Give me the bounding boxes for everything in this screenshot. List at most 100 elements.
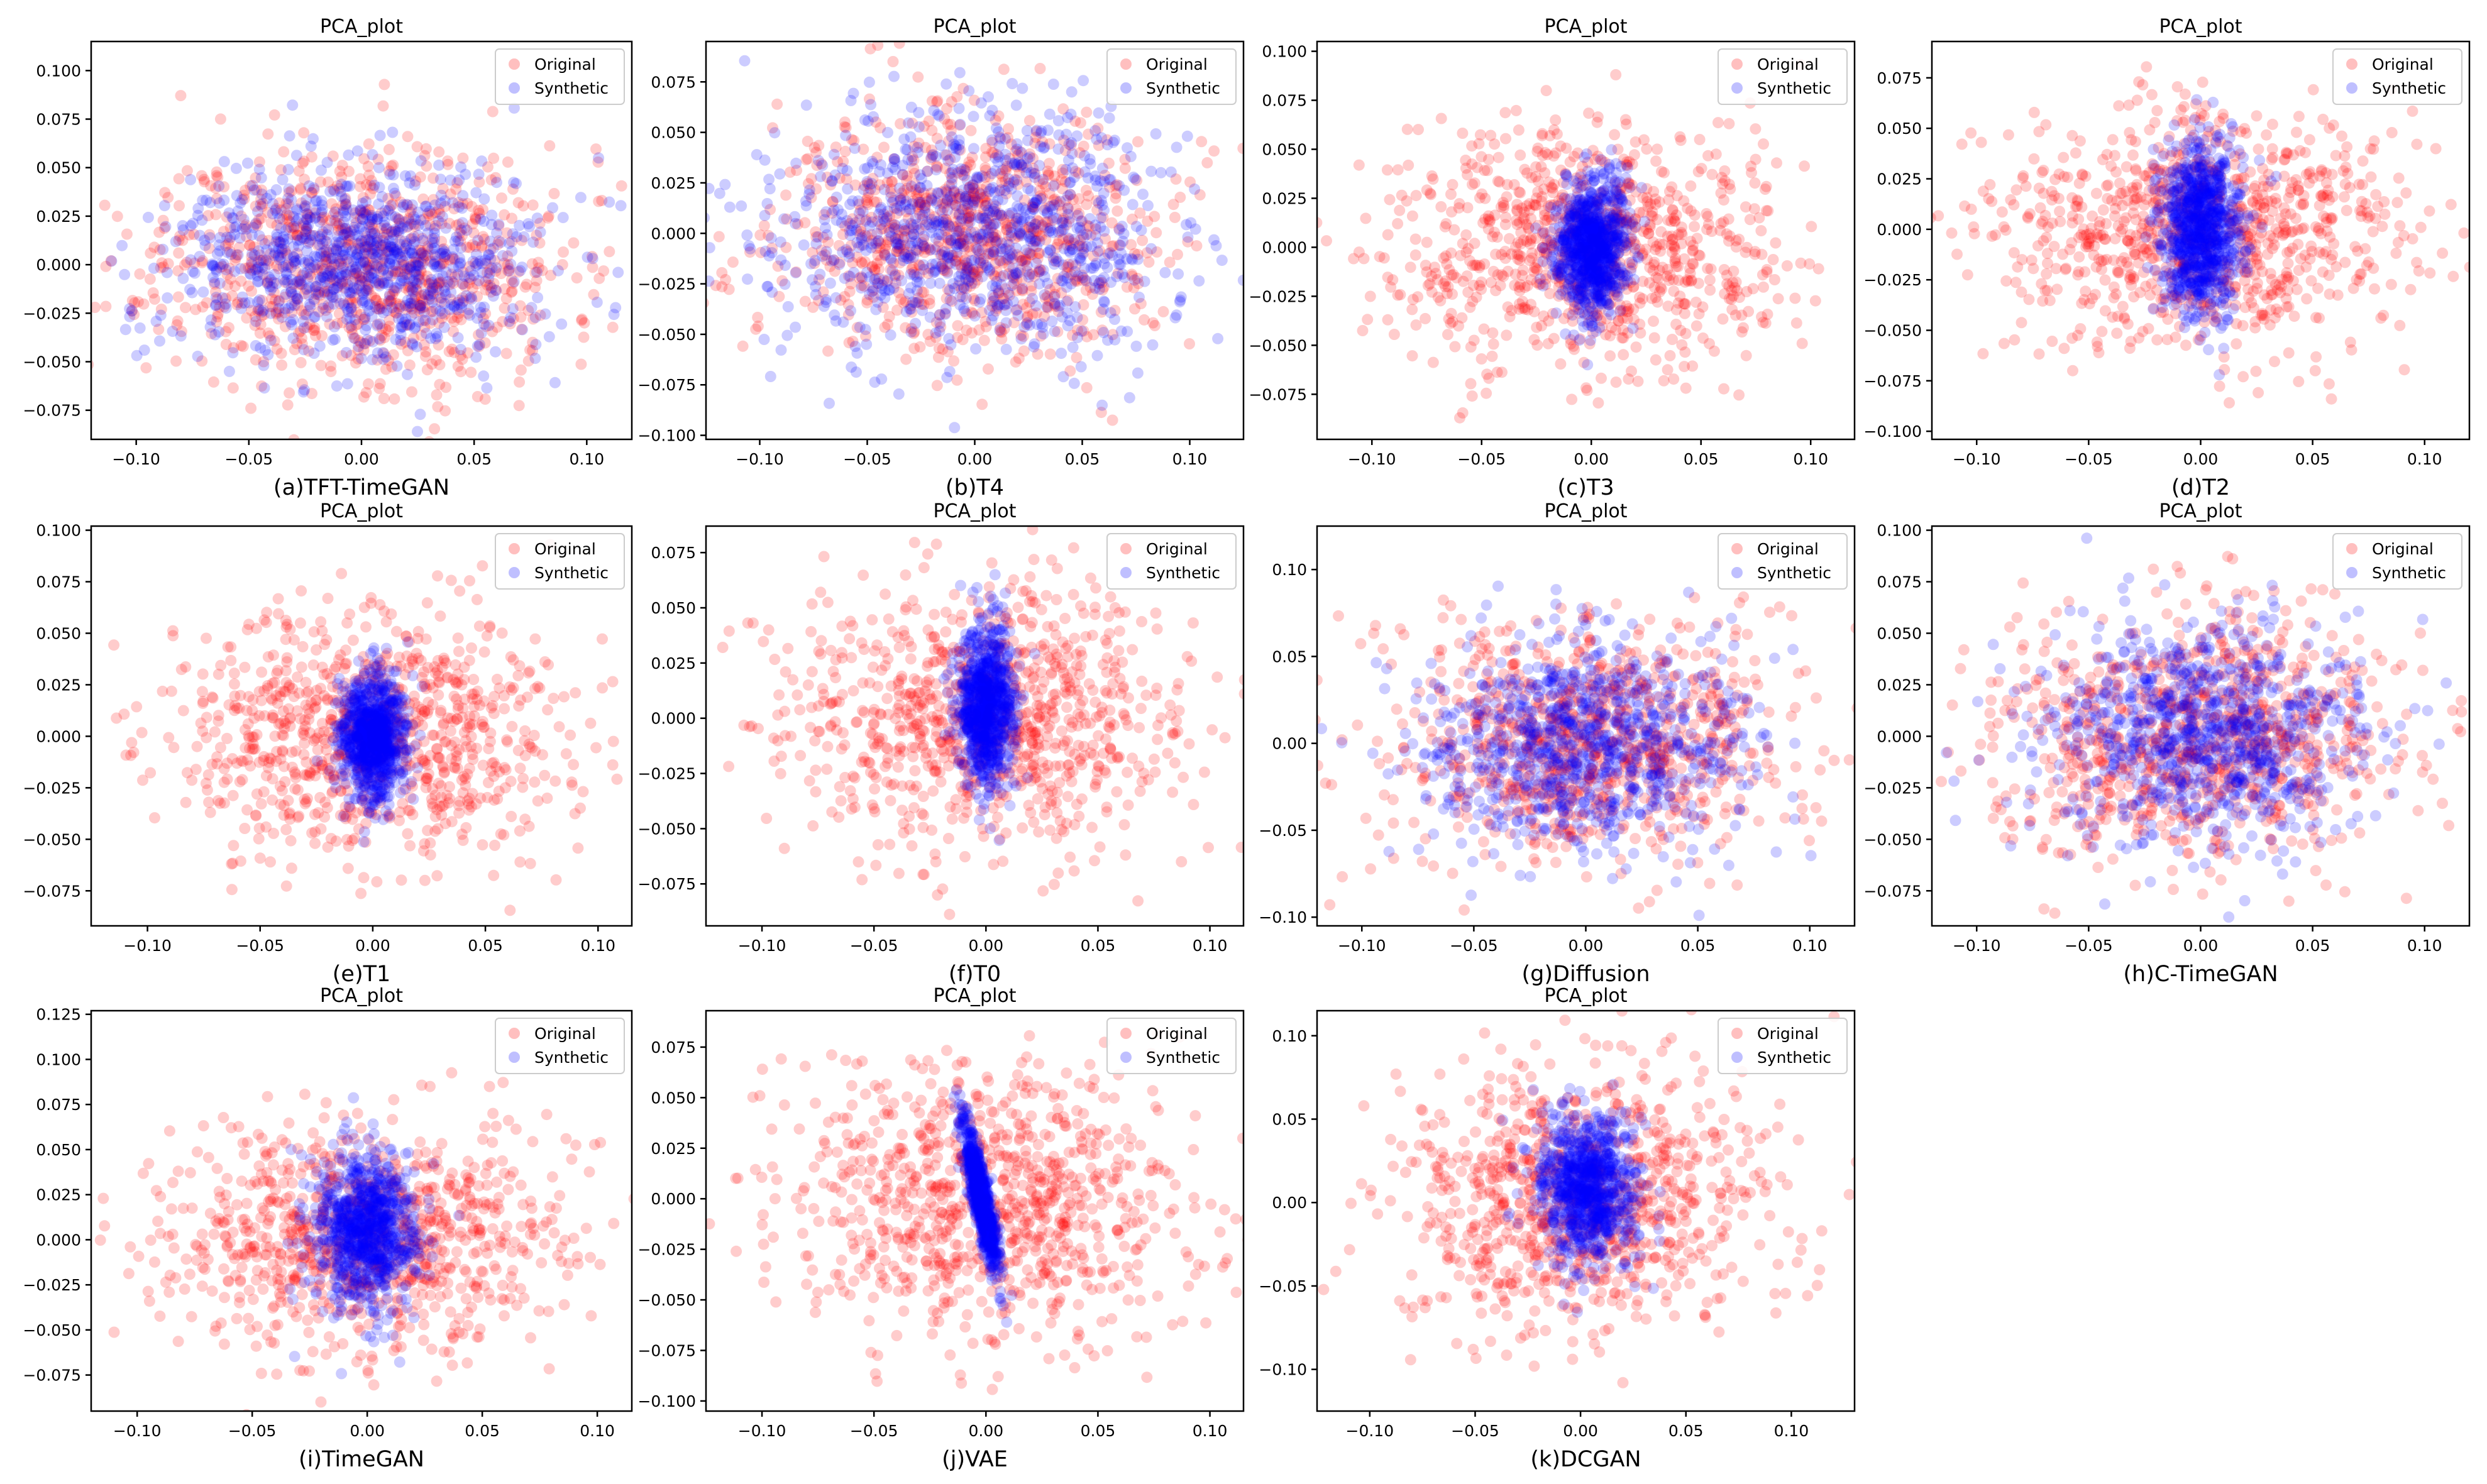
point-original bbox=[958, 234, 970, 246]
point-synthetic bbox=[810, 289, 822, 300]
point-original bbox=[859, 256, 871, 268]
point-original bbox=[1016, 274, 1028, 286]
point-original bbox=[1409, 249, 1421, 261]
point-original bbox=[1643, 228, 1655, 239]
point-synthetic bbox=[404, 244, 416, 256]
point-original bbox=[639, 220, 650, 231]
point-original bbox=[1536, 128, 1548, 140]
point-synthetic bbox=[960, 195, 971, 207]
point-synthetic bbox=[905, 268, 917, 280]
point-original bbox=[307, 324, 319, 336]
point-synthetic bbox=[365, 226, 377, 238]
point-original bbox=[807, 301, 819, 313]
point-original bbox=[968, 187, 979, 199]
point-synthetic bbox=[864, 289, 876, 300]
point-synthetic bbox=[385, 253, 397, 265]
point-original bbox=[246, 251, 258, 263]
point-original bbox=[382, 228, 393, 240]
point-original bbox=[452, 360, 464, 372]
point-original bbox=[320, 255, 332, 267]
point-original bbox=[318, 211, 330, 223]
point-original bbox=[1037, 178, 1049, 190]
point-synthetic bbox=[255, 172, 267, 184]
point-synthetic bbox=[259, 238, 271, 250]
point-original bbox=[404, 264, 416, 276]
point-original bbox=[1741, 286, 1753, 297]
point-original bbox=[1577, 270, 1589, 282]
point-synthetic bbox=[347, 204, 359, 216]
point-original bbox=[1614, 184, 1626, 195]
point-original bbox=[457, 267, 469, 278]
x-tick-label: 0.10 bbox=[569, 450, 604, 468]
point-synthetic bbox=[1010, 267, 1022, 279]
point-synthetic bbox=[508, 276, 520, 288]
point-original bbox=[1673, 274, 1685, 286]
point-synthetic bbox=[377, 210, 389, 222]
point-synthetic bbox=[908, 228, 920, 240]
point-original bbox=[1027, 199, 1039, 211]
point-original bbox=[941, 231, 952, 243]
point-original bbox=[353, 239, 365, 250]
point-original bbox=[973, 187, 985, 199]
point-synthetic bbox=[315, 248, 327, 259]
point-original bbox=[1789, 292, 1801, 304]
point-synthetic bbox=[338, 216, 350, 228]
point-synthetic bbox=[1075, 216, 1087, 227]
point-synthetic bbox=[769, 127, 781, 139]
point-original bbox=[1642, 201, 1654, 213]
x-tick-label: −0.05 bbox=[225, 450, 273, 468]
point-original bbox=[837, 155, 849, 167]
point-original bbox=[1745, 160, 1757, 172]
point-original bbox=[1509, 268, 1521, 280]
point-synthetic bbox=[1035, 193, 1047, 205]
point-original bbox=[1564, 156, 1576, 168]
point-synthetic bbox=[842, 183, 854, 195]
point-original bbox=[1610, 69, 1622, 80]
point-original bbox=[937, 343, 949, 355]
point-synthetic bbox=[1061, 295, 1073, 307]
point-synthetic bbox=[1095, 195, 1107, 206]
point-original bbox=[929, 211, 940, 223]
point-synthetic bbox=[470, 351, 482, 363]
point-synthetic bbox=[781, 329, 793, 341]
point-original bbox=[1652, 296, 1663, 308]
point-original bbox=[302, 258, 314, 270]
point-synthetic bbox=[331, 282, 343, 294]
point-original bbox=[1702, 219, 1714, 230]
point-synthetic bbox=[392, 248, 404, 260]
point-original bbox=[967, 307, 979, 319]
point-original bbox=[273, 197, 285, 209]
point-synthetic bbox=[976, 271, 988, 282]
point-synthetic bbox=[384, 253, 396, 265]
point-synthetic bbox=[339, 194, 351, 206]
point-synthetic bbox=[1020, 204, 1032, 216]
point-original bbox=[1099, 170, 1111, 181]
point-original bbox=[1655, 226, 1667, 238]
point-original bbox=[1723, 118, 1735, 129]
point-original bbox=[434, 359, 446, 371]
point-original bbox=[1009, 233, 1021, 244]
point-synthetic bbox=[318, 263, 330, 275]
point-original bbox=[223, 263, 235, 274]
point-original bbox=[300, 201, 312, 212]
point-synthetic bbox=[1014, 226, 1026, 238]
point-synthetic bbox=[419, 250, 431, 262]
point-synthetic bbox=[504, 316, 515, 327]
point-original bbox=[360, 179, 372, 191]
point-synthetic bbox=[185, 254, 197, 266]
point-original bbox=[914, 199, 926, 211]
point-original bbox=[987, 231, 999, 243]
point-original bbox=[1662, 300, 1674, 312]
point-original bbox=[1044, 138, 1056, 150]
point-original bbox=[1023, 114, 1035, 126]
point-synthetic bbox=[907, 198, 918, 210]
point-synthetic bbox=[1171, 309, 1183, 321]
point-synthetic bbox=[234, 263, 246, 275]
point-original bbox=[1491, 231, 1503, 243]
point-synthetic bbox=[395, 275, 407, 287]
point-synthetic bbox=[355, 235, 367, 247]
point-synthetic bbox=[1023, 268, 1035, 280]
point-original bbox=[945, 124, 957, 136]
point-original bbox=[976, 192, 988, 204]
point-original bbox=[993, 185, 1005, 197]
